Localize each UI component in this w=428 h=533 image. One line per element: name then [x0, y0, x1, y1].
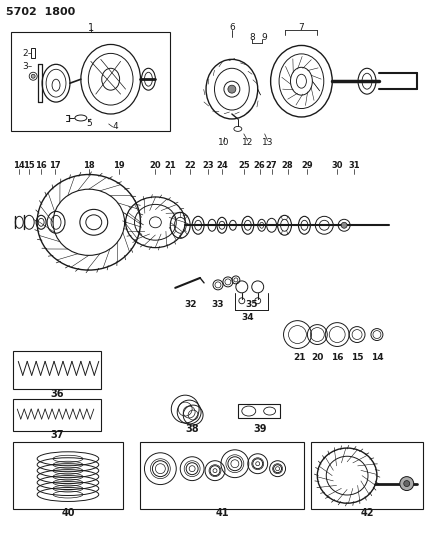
Circle shape	[228, 85, 236, 93]
Text: 17: 17	[49, 161, 61, 170]
Text: 40: 40	[61, 508, 75, 519]
Text: 21: 21	[293, 353, 306, 362]
Text: 23: 23	[202, 161, 214, 170]
Text: 9: 9	[262, 33, 268, 42]
Bar	[140, 442, 304, 510]
Text: 38: 38	[185, 424, 199, 434]
Text: 41: 41	[215, 508, 229, 519]
Text: 42: 42	[360, 508, 374, 519]
Circle shape	[31, 74, 35, 78]
Text: 27: 27	[266, 161, 277, 170]
Text: 20: 20	[149, 161, 161, 170]
Text: 12: 12	[242, 138, 253, 147]
Text: 31: 31	[348, 161, 360, 170]
Text: 5: 5	[86, 119, 92, 128]
Bar	[13, 399, 101, 431]
Text: 35: 35	[246, 300, 258, 309]
Text: 25: 25	[238, 161, 250, 170]
Text: 33: 33	[212, 300, 224, 309]
Text: 5702  1800: 5702 1800	[6, 7, 76, 17]
Text: 8: 8	[249, 33, 255, 42]
Text: 24: 24	[216, 161, 228, 170]
Text: 34: 34	[241, 313, 254, 322]
Text: 4: 4	[113, 123, 119, 132]
Text: 30: 30	[331, 161, 343, 170]
Text: 16: 16	[35, 161, 47, 170]
Bar	[13, 351, 101, 389]
Text: 18: 18	[83, 161, 95, 170]
Text: 3: 3	[22, 62, 28, 71]
Circle shape	[404, 481, 410, 487]
Text: 22: 22	[184, 161, 196, 170]
Text: 1: 1	[88, 22, 94, 33]
Bar	[13, 442, 122, 510]
Text: 36: 36	[50, 389, 64, 399]
Text: 32: 32	[184, 300, 196, 309]
Text: 10: 10	[218, 138, 230, 147]
Text: 29: 29	[302, 161, 313, 170]
Circle shape	[341, 222, 347, 228]
Bar	[238, 404, 279, 418]
Text: 13: 13	[262, 138, 273, 147]
Text: 39: 39	[253, 424, 267, 434]
Text: 19: 19	[113, 161, 125, 170]
Text: 6: 6	[229, 23, 235, 32]
Text: 37: 37	[50, 430, 64, 440]
Text: 14: 14	[13, 161, 25, 170]
Text: 26: 26	[254, 161, 266, 170]
Text: 28: 28	[282, 161, 293, 170]
Text: 20: 20	[311, 353, 324, 362]
Text: 15: 15	[351, 353, 363, 362]
Text: 21: 21	[164, 161, 176, 170]
Text: 16: 16	[331, 353, 343, 362]
Text: 15: 15	[24, 161, 35, 170]
Bar	[31, 49, 35, 58]
Circle shape	[400, 477, 414, 490]
Text: 7: 7	[299, 23, 304, 32]
Text: 2: 2	[22, 49, 28, 58]
Text: 14: 14	[371, 353, 383, 362]
Bar	[11, 31, 170, 131]
Bar	[311, 442, 422, 510]
